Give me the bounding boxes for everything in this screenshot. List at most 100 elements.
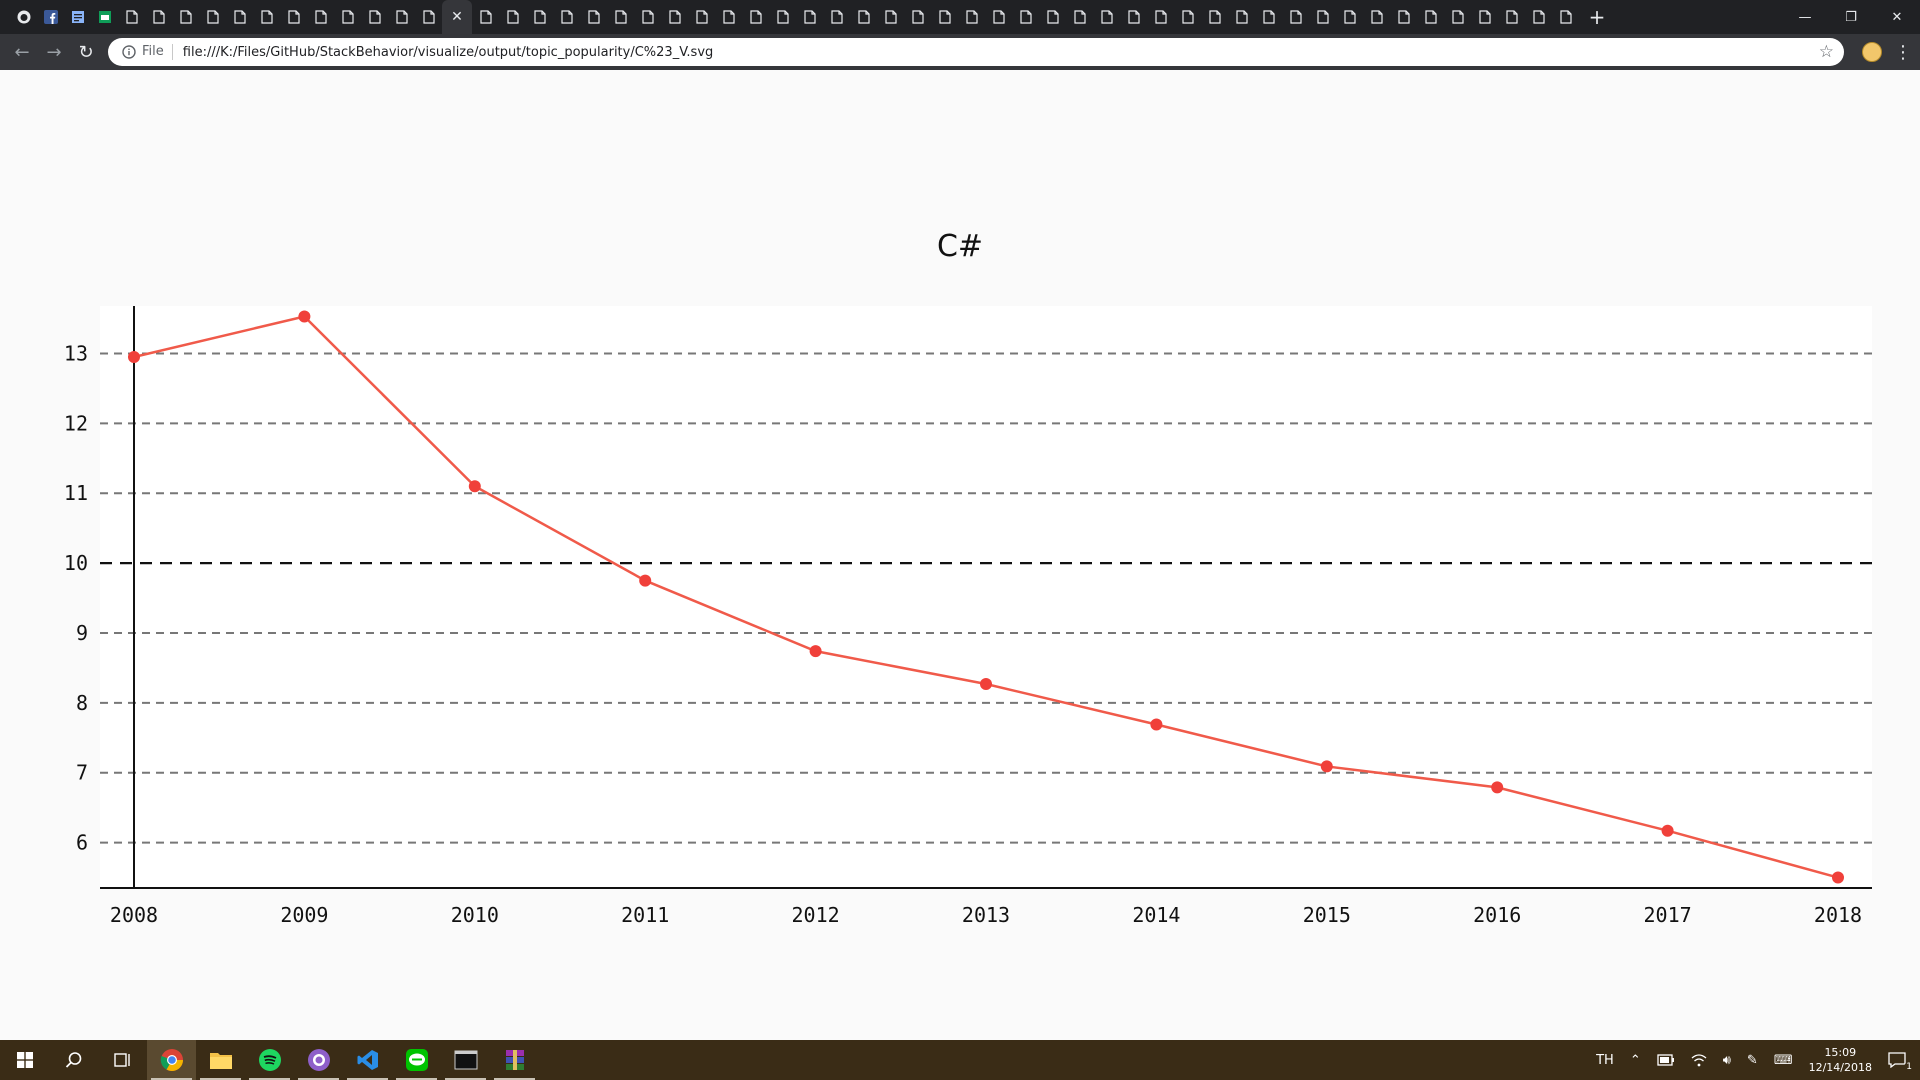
volume-icon[interactable]: 🔊︎ xyxy=(1722,1052,1731,1068)
wifi-icon[interactable] xyxy=(1683,1053,1715,1067)
input-language[interactable]: TH xyxy=(1596,1052,1614,1068)
browser-tab[interactable] xyxy=(1417,0,1444,34)
browser-tab[interactable] xyxy=(742,0,769,34)
browser-tab[interactable] xyxy=(145,0,172,34)
browser-tab[interactable] xyxy=(661,0,688,34)
browser-tab[interactable] xyxy=(199,0,226,34)
browser-tab[interactable] xyxy=(172,0,199,34)
browser-tab[interactable] xyxy=(553,0,580,34)
browser-tab[interactable] xyxy=(1309,0,1336,34)
browser-tab[interactable] xyxy=(472,0,499,34)
back-button[interactable]: ← xyxy=(14,41,30,63)
browser-tab[interactable] xyxy=(226,0,253,34)
browser-tab[interactable] xyxy=(1039,0,1066,34)
browser-tab[interactable] xyxy=(904,0,931,34)
chrome-icon[interactable] xyxy=(147,1040,196,1080)
browser-tab[interactable] xyxy=(796,0,823,34)
browser-tab[interactable] xyxy=(1066,0,1093,34)
info-icon[interactable] xyxy=(116,45,142,59)
minimize-button[interactable]: — xyxy=(1798,9,1812,25)
browser-tab[interactable] xyxy=(334,0,361,34)
browser-tab[interactable] xyxy=(850,0,877,34)
browser-tab[interactable] xyxy=(1390,0,1417,34)
profile-avatar[interactable] xyxy=(1862,42,1882,62)
browser-tab[interactable] xyxy=(37,0,64,34)
browser-tab[interactable] xyxy=(823,0,850,34)
browser-tab[interactable] xyxy=(1363,0,1390,34)
new-tab-button[interactable]: + xyxy=(1588,5,1606,29)
browser-tab[interactable] xyxy=(91,0,118,34)
close-window-button[interactable]: ✕ xyxy=(1891,9,1903,25)
browser-tab[interactable] xyxy=(307,0,334,34)
browser-tab[interactable] xyxy=(1093,0,1120,34)
browser-tab[interactable] xyxy=(931,0,958,34)
browser-tab[interactable] xyxy=(1120,0,1147,34)
reload-button[interactable]: ↻ xyxy=(78,41,94,63)
bookmark-star-icon[interactable]: ☆ xyxy=(1818,42,1834,62)
browser-tab[interactable] xyxy=(634,0,661,34)
keyboard-layout-icon[interactable]: ⌨︎ xyxy=(1773,1052,1793,1068)
browser-tab[interactable] xyxy=(415,0,442,34)
page-tab-icon xyxy=(368,10,381,24)
browser-tab[interactable] xyxy=(526,0,553,34)
browser-tab[interactable] xyxy=(877,0,904,34)
clock-date: 12/14/2018 xyxy=(1808,1061,1872,1074)
browser-tab[interactable] xyxy=(580,0,607,34)
address-url[interactable]: file:///K:/Files/GitHub/StackBehavior/vi… xyxy=(182,44,714,60)
clock[interactable]: 15:09 12/14/2018 xyxy=(1801,1045,1880,1075)
browser-tab[interactable] xyxy=(1147,0,1174,34)
browser-tab[interactable] xyxy=(1336,0,1363,34)
tab-strip: ✕ + — ❐ ✕ xyxy=(0,0,1920,34)
vscode-icon[interactable] xyxy=(343,1040,392,1080)
browser-tab[interactable] xyxy=(388,0,415,34)
line-app-icon[interactable] xyxy=(392,1040,441,1080)
browser-tab[interactable] xyxy=(985,0,1012,34)
browser-tab[interactable] xyxy=(1471,0,1498,34)
browser-tab[interactable] xyxy=(253,0,280,34)
browser-tab[interactable] xyxy=(1282,0,1309,34)
chevron-up-icon[interactable]: ⌃ xyxy=(1629,1052,1641,1068)
clock-time: 15:09 xyxy=(1824,1046,1857,1059)
browser-tab[interactable] xyxy=(1201,0,1228,34)
browser-tab[interactable] xyxy=(1498,0,1525,34)
browser-tab[interactable] xyxy=(1525,0,1552,34)
github-desktop-icon[interactable] xyxy=(294,1040,343,1080)
start-button[interactable] xyxy=(0,1040,49,1080)
browser-tab[interactable] xyxy=(1552,0,1579,34)
browser-tab[interactable] xyxy=(499,0,526,34)
address-bar[interactable]: File file:///K:/Files/GitHub/StackBehavi… xyxy=(108,38,1844,66)
page-tab-icon xyxy=(206,10,219,24)
search-icon[interactable] xyxy=(49,1040,98,1080)
browser-tab[interactable] xyxy=(607,0,634,34)
browser-tab[interactable] xyxy=(688,0,715,34)
menu-icon[interactable]: ⋮ xyxy=(1894,41,1912,63)
browser-tab[interactable] xyxy=(10,0,37,34)
browser-tab[interactable] xyxy=(1228,0,1255,34)
browser-tab[interactable] xyxy=(1174,0,1201,34)
battery-icon[interactable] xyxy=(1649,1054,1683,1066)
file-explorer-icon[interactable] xyxy=(196,1040,245,1080)
x-axis-ticks: 2008 2009 2010 2011 2012 2013 2014 2015 2016 2017… xyxy=(110,903,1862,927)
browser-tab-active[interactable]: ✕ xyxy=(442,0,472,34)
browser-tab[interactable] xyxy=(715,0,742,34)
notification-icon[interactable]: 1 xyxy=(1880,1052,1920,1072)
pen-icon[interactable]: ✎ xyxy=(1746,1052,1758,1068)
terminal-icon[interactable] xyxy=(441,1040,490,1080)
browser-tab[interactable] xyxy=(1255,0,1282,34)
browser-tab[interactable] xyxy=(1444,0,1471,34)
browser-tab[interactable] xyxy=(361,0,388,34)
browser-tab[interactable] xyxy=(118,0,145,34)
forward-button[interactable]: → xyxy=(46,41,62,63)
browser-tab[interactable] xyxy=(280,0,307,34)
browser-tab[interactable] xyxy=(769,0,796,34)
task-view-icon[interactable] xyxy=(98,1040,147,1080)
winrar-icon[interactable] xyxy=(490,1040,539,1080)
close-tab-icon[interactable]: ✕ xyxy=(451,9,463,25)
browser-tab[interactable] xyxy=(958,0,985,34)
spotify-icon[interactable] xyxy=(245,1040,294,1080)
x-tick-label: 2009 xyxy=(280,903,328,927)
browser-tab[interactable] xyxy=(64,0,91,34)
restore-button[interactable]: ❐ xyxy=(1845,9,1857,25)
y-tick-label: 9 xyxy=(76,621,88,645)
browser-tab[interactable] xyxy=(1012,0,1039,34)
